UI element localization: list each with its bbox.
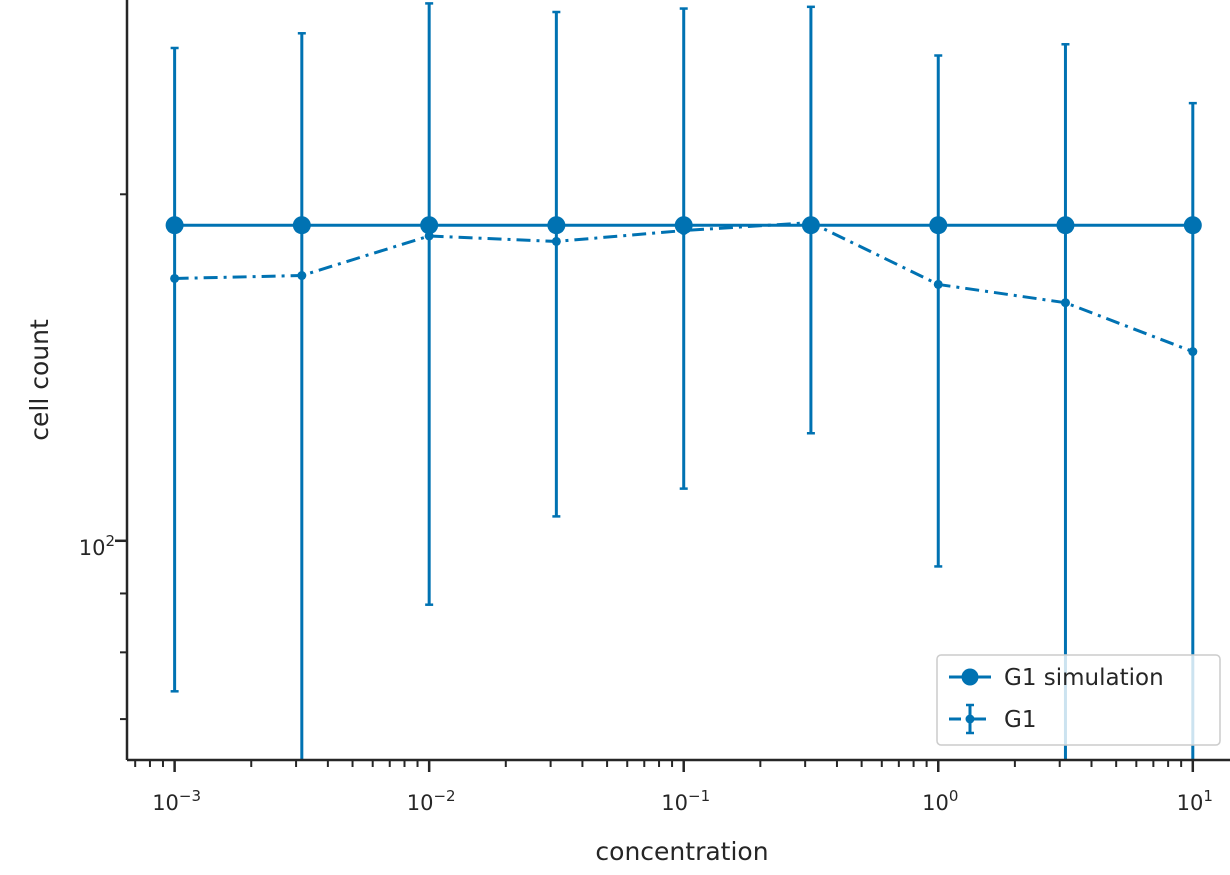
- point-g1-simulation: [674, 216, 693, 235]
- x-tick-label: 10−2: [407, 787, 456, 815]
- x-tick-label: 101: [1177, 787, 1213, 815]
- point-g1: [933, 279, 943, 289]
- x-tick-label: 10−3: [152, 787, 201, 815]
- point-g1-simulation: [929, 216, 948, 235]
- point-g1: [297, 271, 307, 281]
- point-g1-simulation: [292, 216, 311, 235]
- y-axis-title: cell count: [25, 319, 54, 441]
- point-g1: [679, 226, 689, 236]
- legend-label-g1: G1: [1004, 707, 1036, 733]
- point-g1-simulation: [165, 216, 184, 235]
- legend-swatch-marker-simulation: [961, 668, 979, 686]
- markers-layer: [165, 216, 1202, 357]
- legend-frame: [936, 654, 1221, 746]
- point-g1: [1188, 347, 1198, 357]
- point-g1-simulation: [547, 216, 566, 235]
- point-g1: [551, 236, 561, 246]
- point-g1: [424, 231, 434, 241]
- ticks-layer: 10−3 10−2 10−1 100 101 102: [79, 193, 1213, 815]
- point-g1-simulation: [1056, 216, 1075, 235]
- legend: G1 simulation G1: [936, 654, 1221, 746]
- point-g1-simulation: [1183, 216, 1202, 235]
- point-g1: [806, 218, 816, 228]
- y-tick-label: 102: [79, 532, 115, 560]
- x-tick-label: 100: [922, 787, 958, 815]
- x-axis-title: concentration: [595, 837, 768, 866]
- point-g1: [1060, 298, 1070, 308]
- x-tick-label: 10−1: [661, 787, 710, 815]
- point-g1: [170, 273, 180, 283]
- legend-label-simulation: G1 simulation: [1004, 665, 1164, 691]
- legend-swatch-marker-g1: [965, 714, 975, 724]
- point-g1-simulation: [420, 216, 439, 235]
- axes-layer: [125, 0, 1230, 762]
